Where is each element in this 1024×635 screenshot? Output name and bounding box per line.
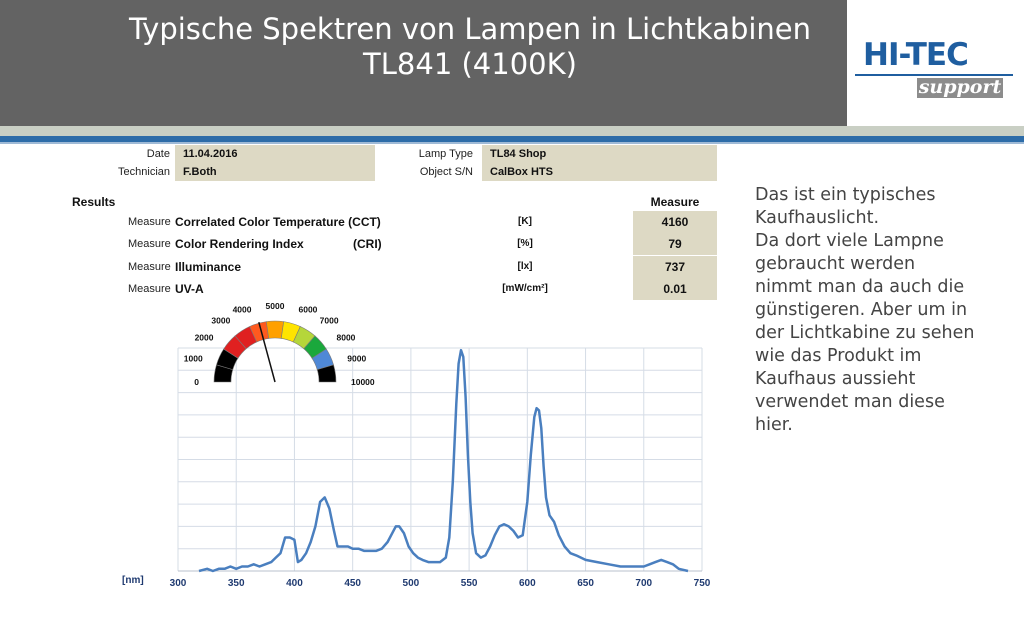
x-tick-label: 650 [577, 578, 594, 589]
logo-wordmark: HI-TEC [863, 37, 969, 73]
x-axis-label: [nm] [122, 575, 144, 586]
row-value: 737 [633, 256, 717, 278]
row-name: Illuminance [175, 260, 242, 274]
row-value: 79 [633, 233, 717, 255]
description-line: günstigeren. Aber um in [755, 300, 968, 320]
row-unit: [K] [518, 216, 532, 227]
x-tick-label: 700 [635, 578, 652, 589]
x-tick-label: 300 [170, 578, 187, 589]
slide-title: Typische Spektren von Lampen in Lichtkab… [0, 12, 940, 82]
row-unit: [lx] [517, 261, 533, 272]
x-tick-label: 600 [519, 578, 536, 589]
row-name: UV-A [175, 282, 204, 296]
description-line: Das ist ein typisches [755, 185, 936, 205]
lamp-type-label: Lamp Type [418, 148, 473, 160]
logo-bar [917, 78, 1003, 98]
x-tick-label: 450 [344, 578, 361, 589]
header-band-blue [0, 136, 1024, 142]
row-label: Measure [128, 283, 171, 295]
description-line: der Lichtkabine zu sehen [755, 323, 975, 343]
x-tick-label: 500 [403, 578, 420, 589]
measure-column-header: Measure [650, 195, 700, 209]
header-band-gray [0, 126, 1024, 136]
date-value: 11.04.2016 [175, 145, 375, 163]
title-line-2: TL841 (4100K) [363, 47, 577, 81]
description-line: gebraucht werden [755, 254, 916, 274]
description-line: Da dort viele Lampne [755, 231, 944, 251]
description-line: hier. [755, 415, 793, 435]
description-line: verwendet man diese [755, 392, 945, 412]
x-tick-label: 550 [461, 578, 478, 589]
row-label: Measure [128, 261, 171, 273]
results-heading: Results [72, 195, 116, 209]
description-line: nimmt man da auch die [755, 277, 965, 297]
lamp-type-value: TL84 Shop [482, 145, 717, 163]
description-line: Kaufhauslicht. [755, 208, 880, 228]
row-name: Color Rendering Index [175, 237, 304, 251]
row-value: 4160 [633, 211, 717, 233]
company-logo: HI-TEC support [847, 0, 1024, 126]
header-band-thin [0, 142, 1024, 144]
object-sn-label: Object S/N [419, 166, 473, 178]
technician-value: F.Both [175, 163, 375, 181]
logo-rule [855, 74, 1013, 76]
x-tick-labels: 300 350 400 450 500 550 600 650 700 750 [170, 578, 711, 589]
title-line-1: Typische Spektren von Lampen in Lichtkab… [128, 12, 812, 46]
x-tick-label: 400 [286, 578, 303, 589]
chart-grid [177, 347, 703, 572]
technician-label: Technician [118, 166, 170, 178]
x-tick-label: 750 [694, 578, 711, 589]
date-label: Date [146, 148, 170, 160]
row-value: 0.01 [633, 278, 717, 300]
description-line: wie das Produkt im [755, 346, 922, 366]
row-label: Measure [128, 216, 171, 228]
row-unit: [%] [517, 238, 533, 249]
spectrum-line [198, 348, 689, 573]
description-line: Kaufhaus aussieht [755, 369, 916, 389]
x-tick-label: 350 [228, 578, 245, 589]
row-name: Correlated Color Temperature (CCT) [175, 215, 381, 229]
row-name-suffix: (CRI) [353, 237, 382, 251]
slide-header [0, 0, 847, 126]
row-unit: [mW/cm²] [502, 283, 548, 294]
description-text: Das ist ein typisches Kaufhauslicht. Da do… [755, 184, 1005, 437]
row-label: Measure [128, 238, 171, 250]
object-sn-value: CalBox HTS [482, 163, 717, 181]
logo-subtext: support [918, 76, 1002, 98]
